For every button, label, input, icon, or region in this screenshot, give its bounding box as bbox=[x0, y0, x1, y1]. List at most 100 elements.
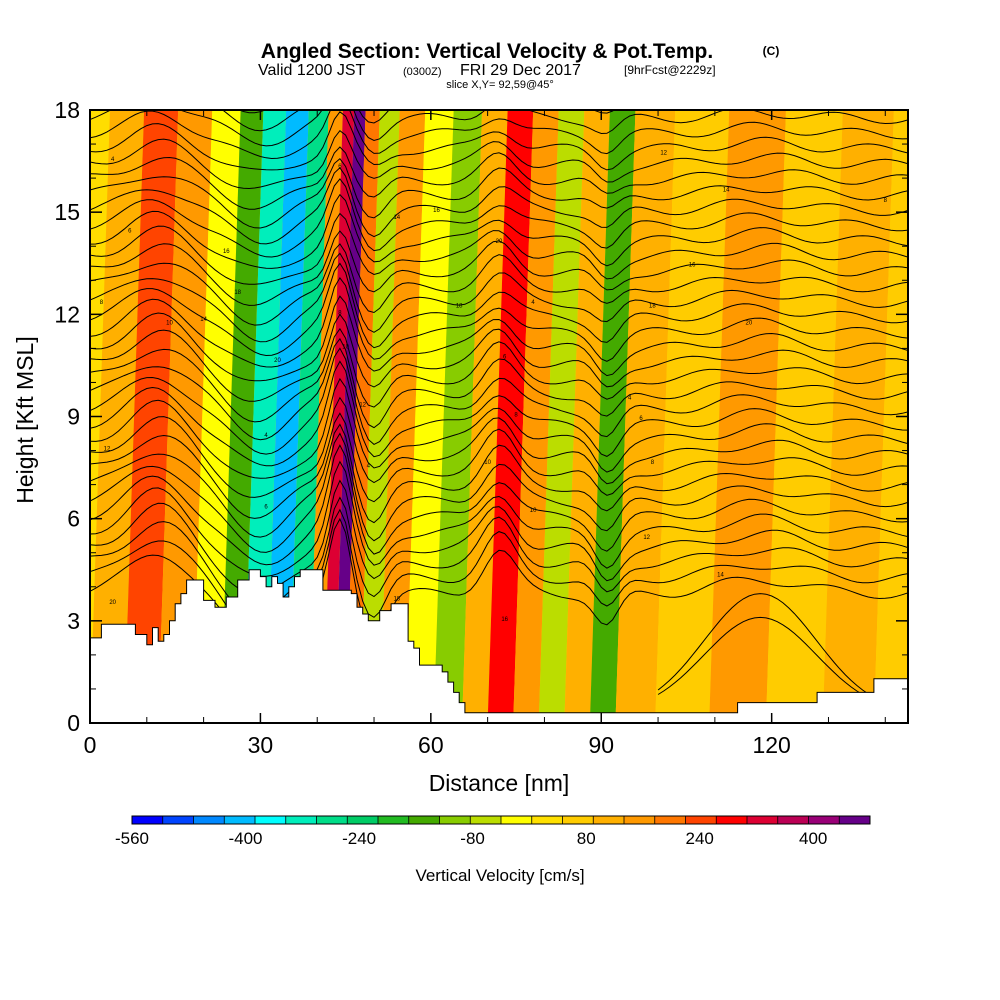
contour-label: 20 bbox=[746, 321, 753, 327]
colorbar-swatch bbox=[408, 816, 440, 824]
velocity-field bbox=[90, 110, 908, 723]
contour-label: 10 bbox=[484, 460, 491, 466]
colorbar-swatch bbox=[777, 816, 809, 824]
contour-label: 6 bbox=[264, 505, 268, 511]
theta-contour bbox=[90, 444, 908, 566]
velocity-band bbox=[334, 110, 366, 723]
contour-label: 6 bbox=[338, 164, 342, 170]
theta-contour bbox=[90, 212, 908, 285]
theta-contour bbox=[90, 460, 908, 577]
theta-contour bbox=[90, 129, 908, 190]
theta-contour bbox=[90, 178, 908, 258]
colorbar-swatch bbox=[285, 816, 317, 824]
y-tick-label: 3 bbox=[67, 608, 80, 634]
valid-prefix: Valid 1200 JST bbox=[258, 62, 366, 79]
colorbar-swatch bbox=[562, 816, 594, 824]
x-tick-label: 60 bbox=[418, 732, 444, 758]
colorbar-swatch bbox=[316, 816, 348, 824]
contour-label: 14 bbox=[200, 317, 207, 323]
velocity-band bbox=[487, 110, 534, 723]
contour-label: 18 bbox=[456, 304, 463, 310]
velocity-band bbox=[538, 110, 585, 723]
contour-label: 8 bbox=[651, 460, 655, 466]
colorbar-swatch bbox=[654, 816, 686, 824]
contour-label: 16 bbox=[433, 208, 440, 214]
colorbar-tick-label: -240 bbox=[342, 829, 376, 848]
theta-contour bbox=[90, 396, 908, 498]
contour-label: 16 bbox=[501, 617, 508, 623]
valid-zulu: (0300Z) bbox=[403, 66, 442, 78]
velocity-band bbox=[359, 110, 400, 723]
slice-info: slice X,Y= 92,59@45° bbox=[446, 79, 554, 91]
theta-contour bbox=[90, 295, 908, 382]
colorbar-swatch bbox=[624, 816, 656, 824]
contour-label: 16 bbox=[223, 249, 230, 255]
theta-contour bbox=[90, 377, 908, 479]
contour-label: 12 bbox=[660, 150, 667, 156]
theta-contour bbox=[90, 276, 908, 368]
colorbar-swatch bbox=[747, 816, 779, 824]
colorbar-tick-label: -80 bbox=[460, 829, 485, 848]
x-tick-label: 30 bbox=[248, 732, 274, 758]
theta-contour-low bbox=[657, 593, 886, 704]
velocity-band bbox=[462, 110, 508, 723]
theta-contour bbox=[90, 479, 908, 595]
contour-label: 4 bbox=[264, 433, 268, 439]
theta-contour bbox=[221, 110, 616, 132]
colorbar-swatch bbox=[839, 816, 871, 824]
theta-contour bbox=[90, 167, 908, 245]
colorbar-tick-label: 80 bbox=[577, 829, 596, 848]
colorbar-swatch bbox=[501, 816, 533, 824]
contour-label: 12 bbox=[643, 535, 650, 541]
y-tick-label: 6 bbox=[67, 506, 80, 532]
velocity-band bbox=[822, 110, 894, 723]
colorbar-swatch bbox=[193, 816, 225, 824]
theta-contour bbox=[90, 111, 908, 171]
colorbar-swatch bbox=[347, 816, 379, 824]
contour-label: 6 bbox=[128, 229, 132, 235]
y-axis-label: Height [Kft MSL] bbox=[12, 336, 38, 503]
velocity-band bbox=[288, 110, 329, 723]
colorbar-swatch bbox=[224, 816, 256, 824]
contour-label: 10 bbox=[530, 508, 537, 514]
pot-temp-contours bbox=[90, 110, 908, 706]
colorbar-tick-label: 400 bbox=[799, 829, 827, 848]
colorbar-swatch bbox=[132, 816, 164, 824]
theta-contour bbox=[90, 423, 908, 538]
colorbar-swatch bbox=[716, 816, 748, 824]
theta-contour bbox=[90, 327, 908, 423]
contour-label: 14 bbox=[717, 573, 724, 579]
axis-ticks: 0 30 60 90 120 0 3 6 9 12 15 18 bbox=[54, 97, 908, 758]
contour-label: 12 bbox=[104, 447, 111, 453]
theta-contour bbox=[90, 313, 908, 402]
contour-label: 12 bbox=[359, 402, 366, 408]
y-tick-label: 9 bbox=[67, 404, 80, 430]
velocity-band bbox=[266, 110, 309, 723]
theta-contour bbox=[90, 360, 908, 467]
contour-label: 6 bbox=[503, 355, 507, 361]
velocity-band bbox=[192, 110, 241, 723]
title-unit-tag: (C) bbox=[763, 44, 780, 58]
theta-contour bbox=[90, 243, 908, 326]
velocity-band bbox=[433, 110, 483, 723]
contour-label: 8 bbox=[338, 310, 342, 316]
contour-label: 4 bbox=[628, 396, 632, 402]
colorbar-swatch bbox=[470, 816, 502, 824]
theta-contour bbox=[90, 230, 908, 306]
theta-contour bbox=[90, 252, 908, 343]
velocity-band bbox=[379, 110, 426, 723]
x-tick-label: 0 bbox=[84, 732, 97, 758]
contour-label: 14 bbox=[393, 215, 400, 221]
colorbar-tick-label: 240 bbox=[686, 829, 714, 848]
contour-label: 6 bbox=[639, 416, 643, 422]
colorbar-swatch bbox=[162, 816, 194, 824]
contour-label: 4 bbox=[367, 464, 371, 470]
velocity-band bbox=[564, 110, 610, 723]
colorbar-tick-label: -400 bbox=[228, 829, 262, 848]
terrain-profile bbox=[90, 569, 908, 723]
velocity-band bbox=[655, 110, 730, 723]
colorbar-tick-label: -560 bbox=[115, 829, 149, 848]
theta-contour bbox=[90, 146, 908, 210]
colorbar-label: Vertical Velocity [cm/s] bbox=[415, 866, 584, 885]
